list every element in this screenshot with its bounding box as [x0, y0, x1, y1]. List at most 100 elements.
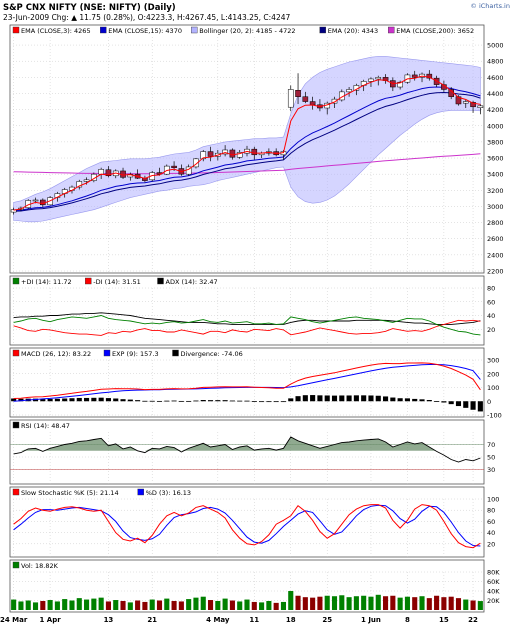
y-tick-label: 40K — [487, 588, 500, 596]
adx-line — [13, 312, 481, 325]
legend-swatch — [12, 26, 20, 34]
volume-bar — [412, 597, 418, 610]
x-tick-label: 15 — [439, 616, 449, 624]
y-tick-label: 30 — [487, 466, 495, 474]
candle-body — [287, 89, 294, 108]
candle-body — [32, 199, 39, 202]
candle-body — [236, 152, 243, 158]
y-tick-label: 80 — [487, 285, 495, 293]
divergence-bar — [353, 395, 359, 402]
x-tick-label: 18 — [286, 616, 296, 624]
rsi-line — [13, 436, 481, 463]
macd-line — [13, 362, 481, 399]
divergence-bar — [186, 400, 192, 402]
volume-bar — [84, 599, 90, 610]
y-tick-label: 20 — [487, 326, 495, 334]
volume-bar — [54, 601, 60, 610]
legend-swatch — [319, 26, 326, 34]
divergence-bar — [84, 397, 90, 402]
x-tick-label: 1 Apr — [40, 616, 62, 624]
volume-bar — [127, 602, 133, 610]
volume-bar — [62, 599, 68, 610]
divergence-bar — [317, 395, 323, 402]
divergence-bar — [383, 396, 389, 402]
y-tick-label: 3400 — [487, 171, 504, 179]
y-tick-label: 3800 — [487, 138, 504, 146]
x-tick-label: 13 — [104, 616, 114, 624]
volume-bar — [200, 596, 206, 610]
volume-bar — [142, 601, 148, 610]
legend-label: Divergence: -74.06 — [181, 350, 243, 358]
divergence-bar — [302, 395, 308, 402]
y-tick-label: 4000 — [487, 122, 504, 130]
x-tick-label: 4 May — [206, 616, 230, 624]
volume-bar — [40, 600, 46, 610]
volume-bar — [295, 595, 301, 610]
stoch-d-line — [13, 504, 481, 547]
candle-body — [411, 74, 418, 78]
divergence-bar — [11, 398, 17, 402]
divergence-bar — [47, 398, 53, 402]
y-tick-label: 100 — [487, 384, 499, 392]
volume-bar — [397, 597, 403, 610]
legend-swatch — [388, 26, 395, 34]
volume-bar — [317, 596, 323, 610]
divergence-bar — [135, 400, 141, 402]
panel-frame-dmi — [9, 275, 485, 346]
divergence-bar — [339, 395, 345, 402]
panel-frame-macd — [9, 347, 485, 418]
volume-bar — [353, 596, 359, 610]
divergence-bar — [412, 398, 418, 402]
volume-bar — [237, 601, 243, 610]
divergence-bar — [361, 395, 367, 402]
volume-bar — [193, 597, 199, 610]
legend-label: Slow Stochastic %K (5): 21.14 — [21, 489, 119, 497]
legend-swatch — [12, 561, 20, 569]
divergence-bar — [419, 399, 425, 402]
candle-body — [207, 151, 214, 157]
divergence-bar — [273, 401, 279, 403]
volume-bar — [178, 601, 184, 610]
divergence-bar — [120, 399, 126, 402]
candle-body — [397, 81, 403, 88]
legend-label: RSI (14): 48.47 — [21, 422, 70, 430]
volume-bar — [477, 601, 483, 610]
divergence-bar — [244, 400, 250, 402]
divergence-bar — [477, 401, 483, 412]
legend-label: EMA (CLOSE,200): 3652 — [396, 27, 474, 35]
divergence-bar — [455, 401, 462, 407]
y-tick-label: 100 — [487, 496, 499, 504]
divergence-bar — [76, 397, 82, 402]
divergence-bar — [40, 399, 46, 402]
divergence-bar — [280, 401, 287, 403]
candle-body — [470, 102, 476, 108]
legend-label: EMA (CLOSE,15): 4370 — [108, 27, 182, 35]
volume-bar — [135, 600, 141, 610]
legend-swatch — [157, 277, 164, 285]
divergence-bar — [441, 401, 447, 403]
y-tick-label: 60 — [487, 298, 495, 306]
volume-bar — [259, 602, 265, 610]
volume-bar — [229, 600, 235, 610]
y-tick-label: 3600 — [487, 155, 504, 163]
y-tick-label: 3200 — [487, 187, 504, 195]
y-tick-label: 40 — [487, 529, 495, 537]
chart-title: S&P CNX NIFTY (NSE: NIFTY) (Daily) — [3, 3, 176, 13]
legend-label: ADX (14): 32.47 — [166, 278, 218, 286]
volume-bar — [339, 595, 345, 610]
divergence-bar — [18, 398, 24, 402]
volume-bar — [156, 600, 163, 610]
volume-bar — [404, 596, 410, 610]
volume-bar — [463, 599, 469, 610]
divergence-bar — [98, 397, 104, 402]
divergence-bar — [426, 400, 432, 402]
divergence-bar — [105, 398, 111, 402]
divergence-bar — [200, 400, 206, 402]
volume-bar — [310, 597, 316, 610]
volume-bar — [207, 600, 214, 610]
volume-bar — [426, 598, 432, 610]
candle-body — [477, 105, 484, 108]
candle-body — [83, 179, 90, 182]
exp-line — [13, 364, 481, 402]
